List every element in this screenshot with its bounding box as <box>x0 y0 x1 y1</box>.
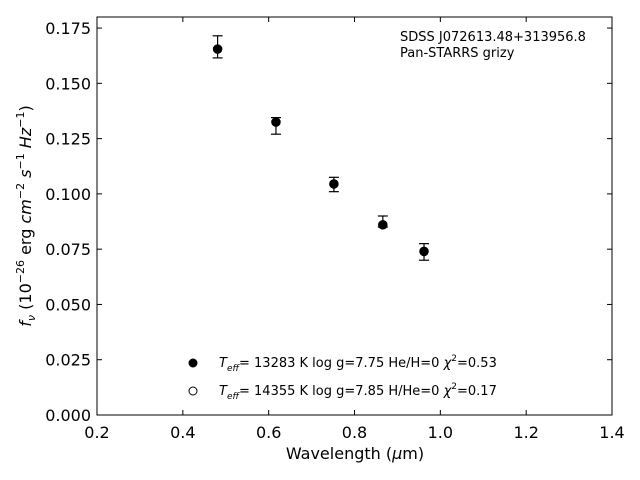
legend-entry-2: Teff= 14355 K log g=7.85 H/He=0 χ2=0.17 <box>219 382 497 402</box>
legend-1-chi: χ <box>443 356 453 371</box>
y-tick-label-4: 0.100 <box>45 185 91 204</box>
y-label-cm: cm <box>16 199 35 223</box>
series-1-point-3 <box>378 220 388 230</box>
x-label-post: m) <box>402 444 424 463</box>
x-tick-label-3: 0.8 <box>342 423 367 442</box>
x-axis-label: Wavelength (μm) <box>286 444 424 463</box>
legend-1-eff: eff <box>227 364 241 374</box>
y-tick-label-5: 0.125 <box>45 130 91 149</box>
series-1-point-1 <box>271 117 281 127</box>
data-marks <box>212 35 430 261</box>
x-tick-label-1: 0.4 <box>170 423 195 442</box>
annotation-line-2: Pan-STARRS grizy <box>400 46 515 61</box>
y-label-exp4: −1 <box>14 112 27 128</box>
y-label-exp1: −26 <box>14 260 27 283</box>
x-label-mu: μ <box>391 444 402 463</box>
y-label-f: f <box>16 319 35 327</box>
y-tick-label-2: 0.050 <box>45 295 91 314</box>
y-label-hz: Hz <box>16 127 35 153</box>
legend-entry-1: Teff= 13283 K log g=7.75 He/H=0 χ2=0.53 <box>219 354 497 374</box>
legend-marker-filled <box>188 358 198 368</box>
legend-1-val: =0.53 <box>457 356 497 371</box>
series-1-point-2 <box>329 179 339 189</box>
y-axis-label: fν (10−26 erg cm−2 s−1 Hz−1) <box>14 105 38 326</box>
x-tick-label-6: 1.4 <box>599 423 624 442</box>
y-label-exp3: −1 <box>14 153 27 169</box>
y-label-erg: erg <box>16 224 35 260</box>
y-label-s: s <box>16 170 35 183</box>
x-tick-label-5: 1.2 <box>513 423 538 442</box>
y-tick-label-6: 0.150 <box>45 74 91 93</box>
y-label-nu: ν <box>25 315 38 321</box>
ticks: 0.2 0.4 0.6 0.8 1.0 1.2 1.4 0.000 0.025 0.050 0.07… <box>45 17 625 442</box>
legend-2-t: T <box>219 384 228 399</box>
annotation-line-1: SDSS J072613.48+313956.8 <box>400 30 586 45</box>
y-label-exp2: −2 <box>14 183 27 199</box>
x-tick-label-4: 1.0 <box>428 423 453 442</box>
legend: Teff= 13283 K log g=7.75 He/H=0 χ2=0.53 … <box>188 354 497 402</box>
x-tick-label-0: 0.2 <box>84 423 109 442</box>
y-tick-label-1: 0.025 <box>45 351 91 370</box>
legend-2-chi: χ <box>443 384 453 399</box>
legend-2-text: = 14355 K log g=7.85 H/He=0 <box>239 384 444 399</box>
legend-2-eff: eff <box>227 392 241 402</box>
legend-2-val: =0.17 <box>457 384 497 399</box>
x-tick-label-2: 0.6 <box>256 423 281 442</box>
legend-2-two: 2 <box>451 382 457 392</box>
series-1-point-4 <box>419 246 429 257</box>
y-label-close: ) <box>16 105 35 111</box>
y-tick-label-7: 0.175 <box>45 19 91 38</box>
legend-marker-open <box>188 386 198 396</box>
legend-1-t: T <box>219 356 228 371</box>
y-label-open: (10 <box>16 283 35 315</box>
legend-1-two: 2 <box>451 354 457 364</box>
y-tick-label-3: 0.075 <box>45 240 91 259</box>
x-label-pre: Wavelength ( <box>286 444 392 463</box>
y-tick-label-0: 0.000 <box>45 406 91 425</box>
legend-1-text: = 13283 K log g=7.75 He/H=0 <box>239 356 444 371</box>
series-1-point-0 <box>212 44 223 54</box>
